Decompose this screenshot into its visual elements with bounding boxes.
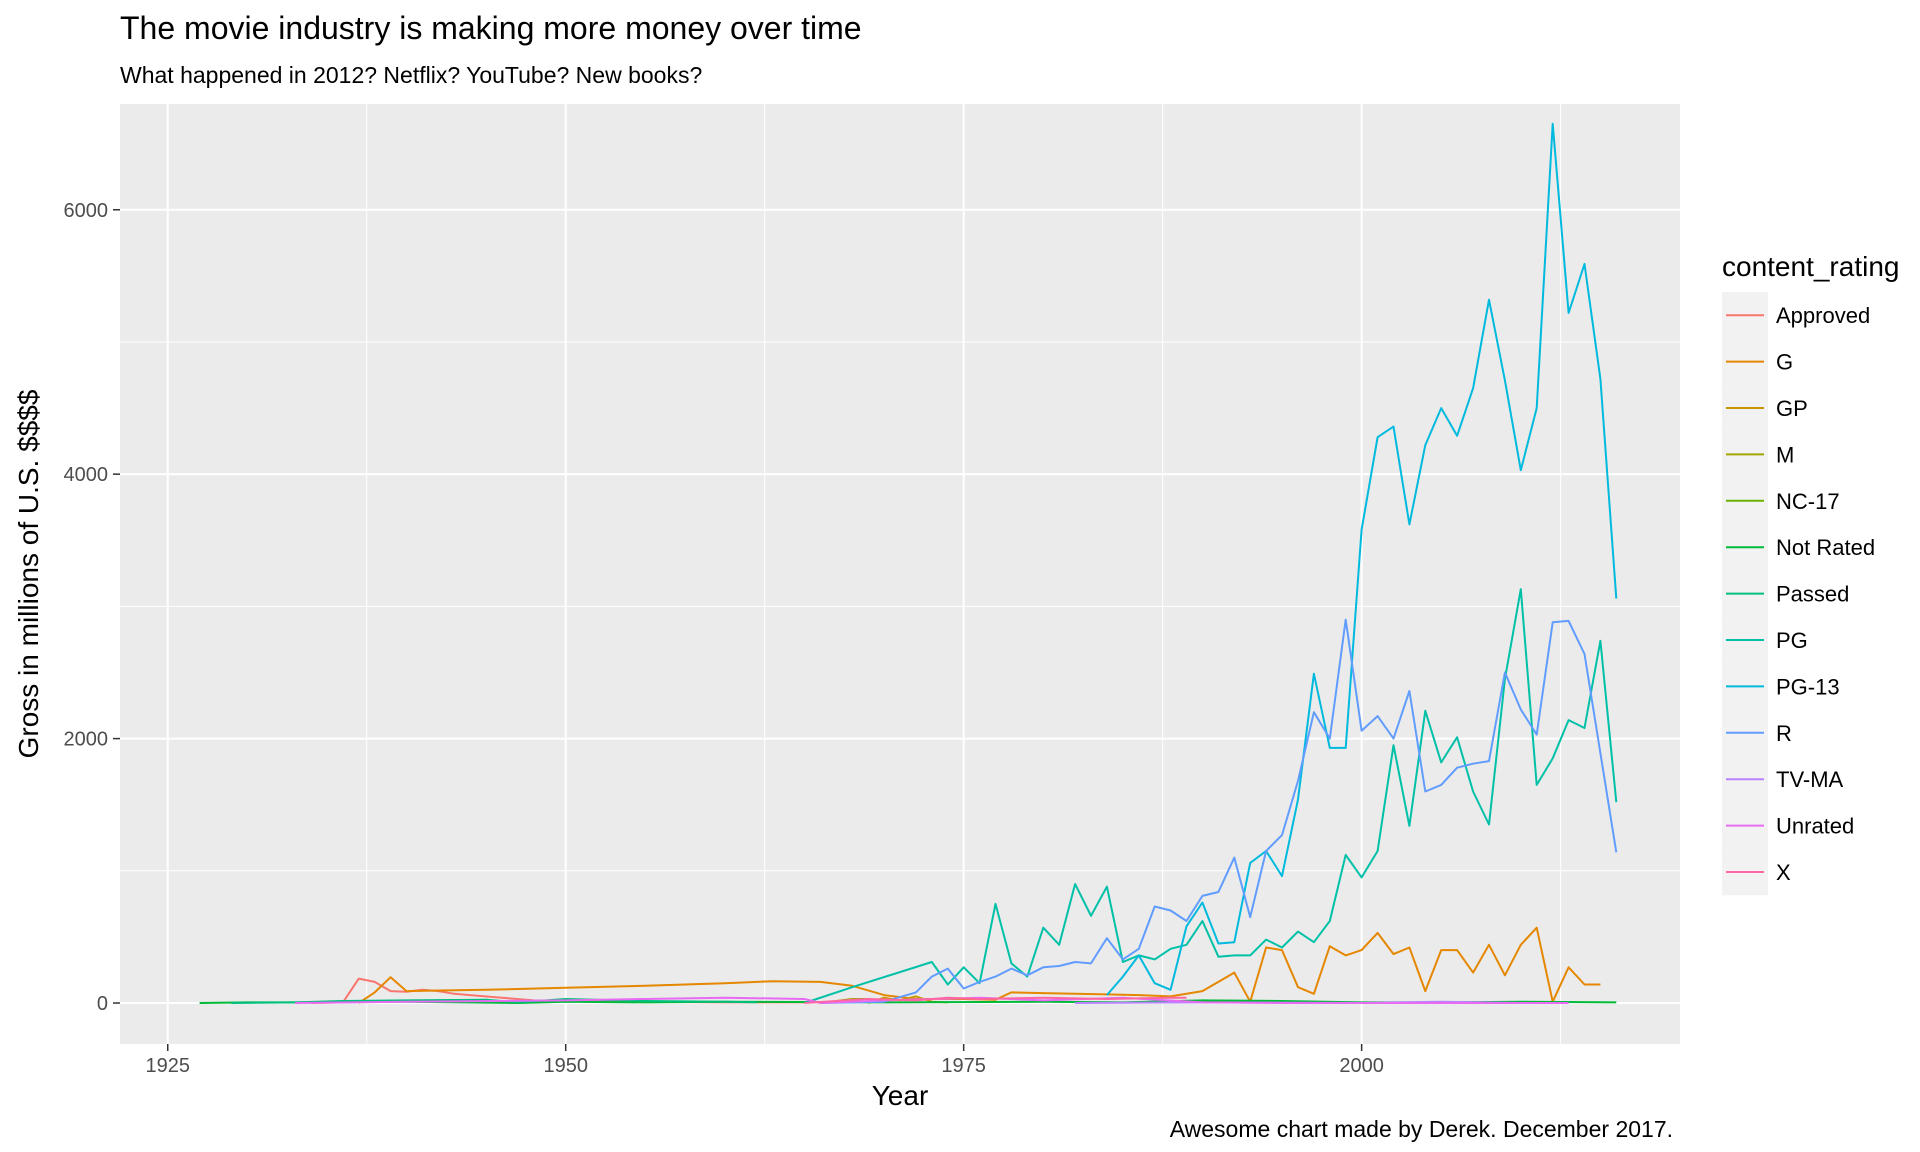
legend-label: PG-13 [1776, 674, 1840, 699]
legend-item-gp: GP [1722, 384, 1808, 432]
chart-caption: Awesome chart made by Derek. December 20… [1169, 1116, 1673, 1142]
legend-item-x: X [1722, 848, 1791, 896]
legend-label: PG [1776, 628, 1808, 653]
legend-item-not-rated: Not Rated [1722, 524, 1875, 571]
series-line-r [820, 618, 1618, 1004]
y-tick-label: 4000 [64, 464, 109, 486]
legend-label: G [1776, 350, 1793, 375]
legend-label: Passed [1776, 582, 1849, 607]
legend-label: R [1776, 721, 1792, 746]
minor-gridlines [120, 104, 1680, 1044]
legend-item-m: M [1722, 431, 1794, 478]
legend-item-unrated: Unrated [1722, 802, 1854, 849]
x-tick-label: 2000 [1339, 1055, 1384, 1077]
legend-item-r: R [1722, 709, 1792, 756]
legend-label: NC-17 [1776, 489, 1840, 514]
legend-item-approved: Approved [1722, 292, 1870, 339]
series-line-pg [804, 588, 1618, 1004]
legend-label: X [1776, 860, 1791, 885]
y-axis-title: Gross in millions of U.S. $$$$ [13, 389, 44, 758]
legend-item-pg: PG [1722, 616, 1808, 664]
legend-label: Not Rated [1776, 535, 1875, 560]
y-axis: 0 2000 4000 6000 [64, 200, 120, 1015]
x-tick-label: 1925 [146, 1055, 191, 1077]
legend-item-pg-13: PG-13 [1722, 663, 1840, 710]
legend-item-g: G [1722, 338, 1793, 385]
legend-label: Approved [1776, 303, 1870, 328]
x-tick-label: 1975 [941, 1055, 986, 1077]
legend-item-passed: Passed [1722, 570, 1849, 617]
series-line-pg-13 [1106, 122, 1618, 996]
x-tick-label: 1950 [543, 1055, 588, 1077]
legend-item-nc-17: NC-17 [1722, 477, 1840, 524]
legend-label: GP [1776, 396, 1808, 421]
series-line-g [358, 926, 1601, 1004]
series-line-x [804, 996, 1187, 1004]
plot-panel [120, 104, 1680, 1044]
series-lines [199, 122, 1618, 1004]
y-tick-label: 0 [97, 993, 108, 1015]
series-line-unrated [295, 996, 1569, 1004]
y-tick-label: 6000 [64, 200, 109, 222]
legend: content_rating Approved G GP M NC-17 Not Rate… [1722, 251, 1899, 896]
legend-label: TV-MA [1776, 767, 1844, 792]
chart-subtitle: What happened in 2012? Netflix? YouTube?… [120, 62, 703, 88]
x-axis: 1925 1950 1975 2000 [146, 1044, 1384, 1077]
x-axis-title: Year [872, 1080, 929, 1111]
chart-title: The movie industry is making more money … [120, 10, 862, 46]
legend-title: content_rating [1722, 251, 1899, 282]
legend-label: M [1776, 442, 1794, 467]
legend-label: Unrated [1776, 814, 1854, 839]
y-tick-label: 2000 [64, 729, 109, 751]
legend-item-tv-ma: TV-MA [1722, 756, 1844, 803]
